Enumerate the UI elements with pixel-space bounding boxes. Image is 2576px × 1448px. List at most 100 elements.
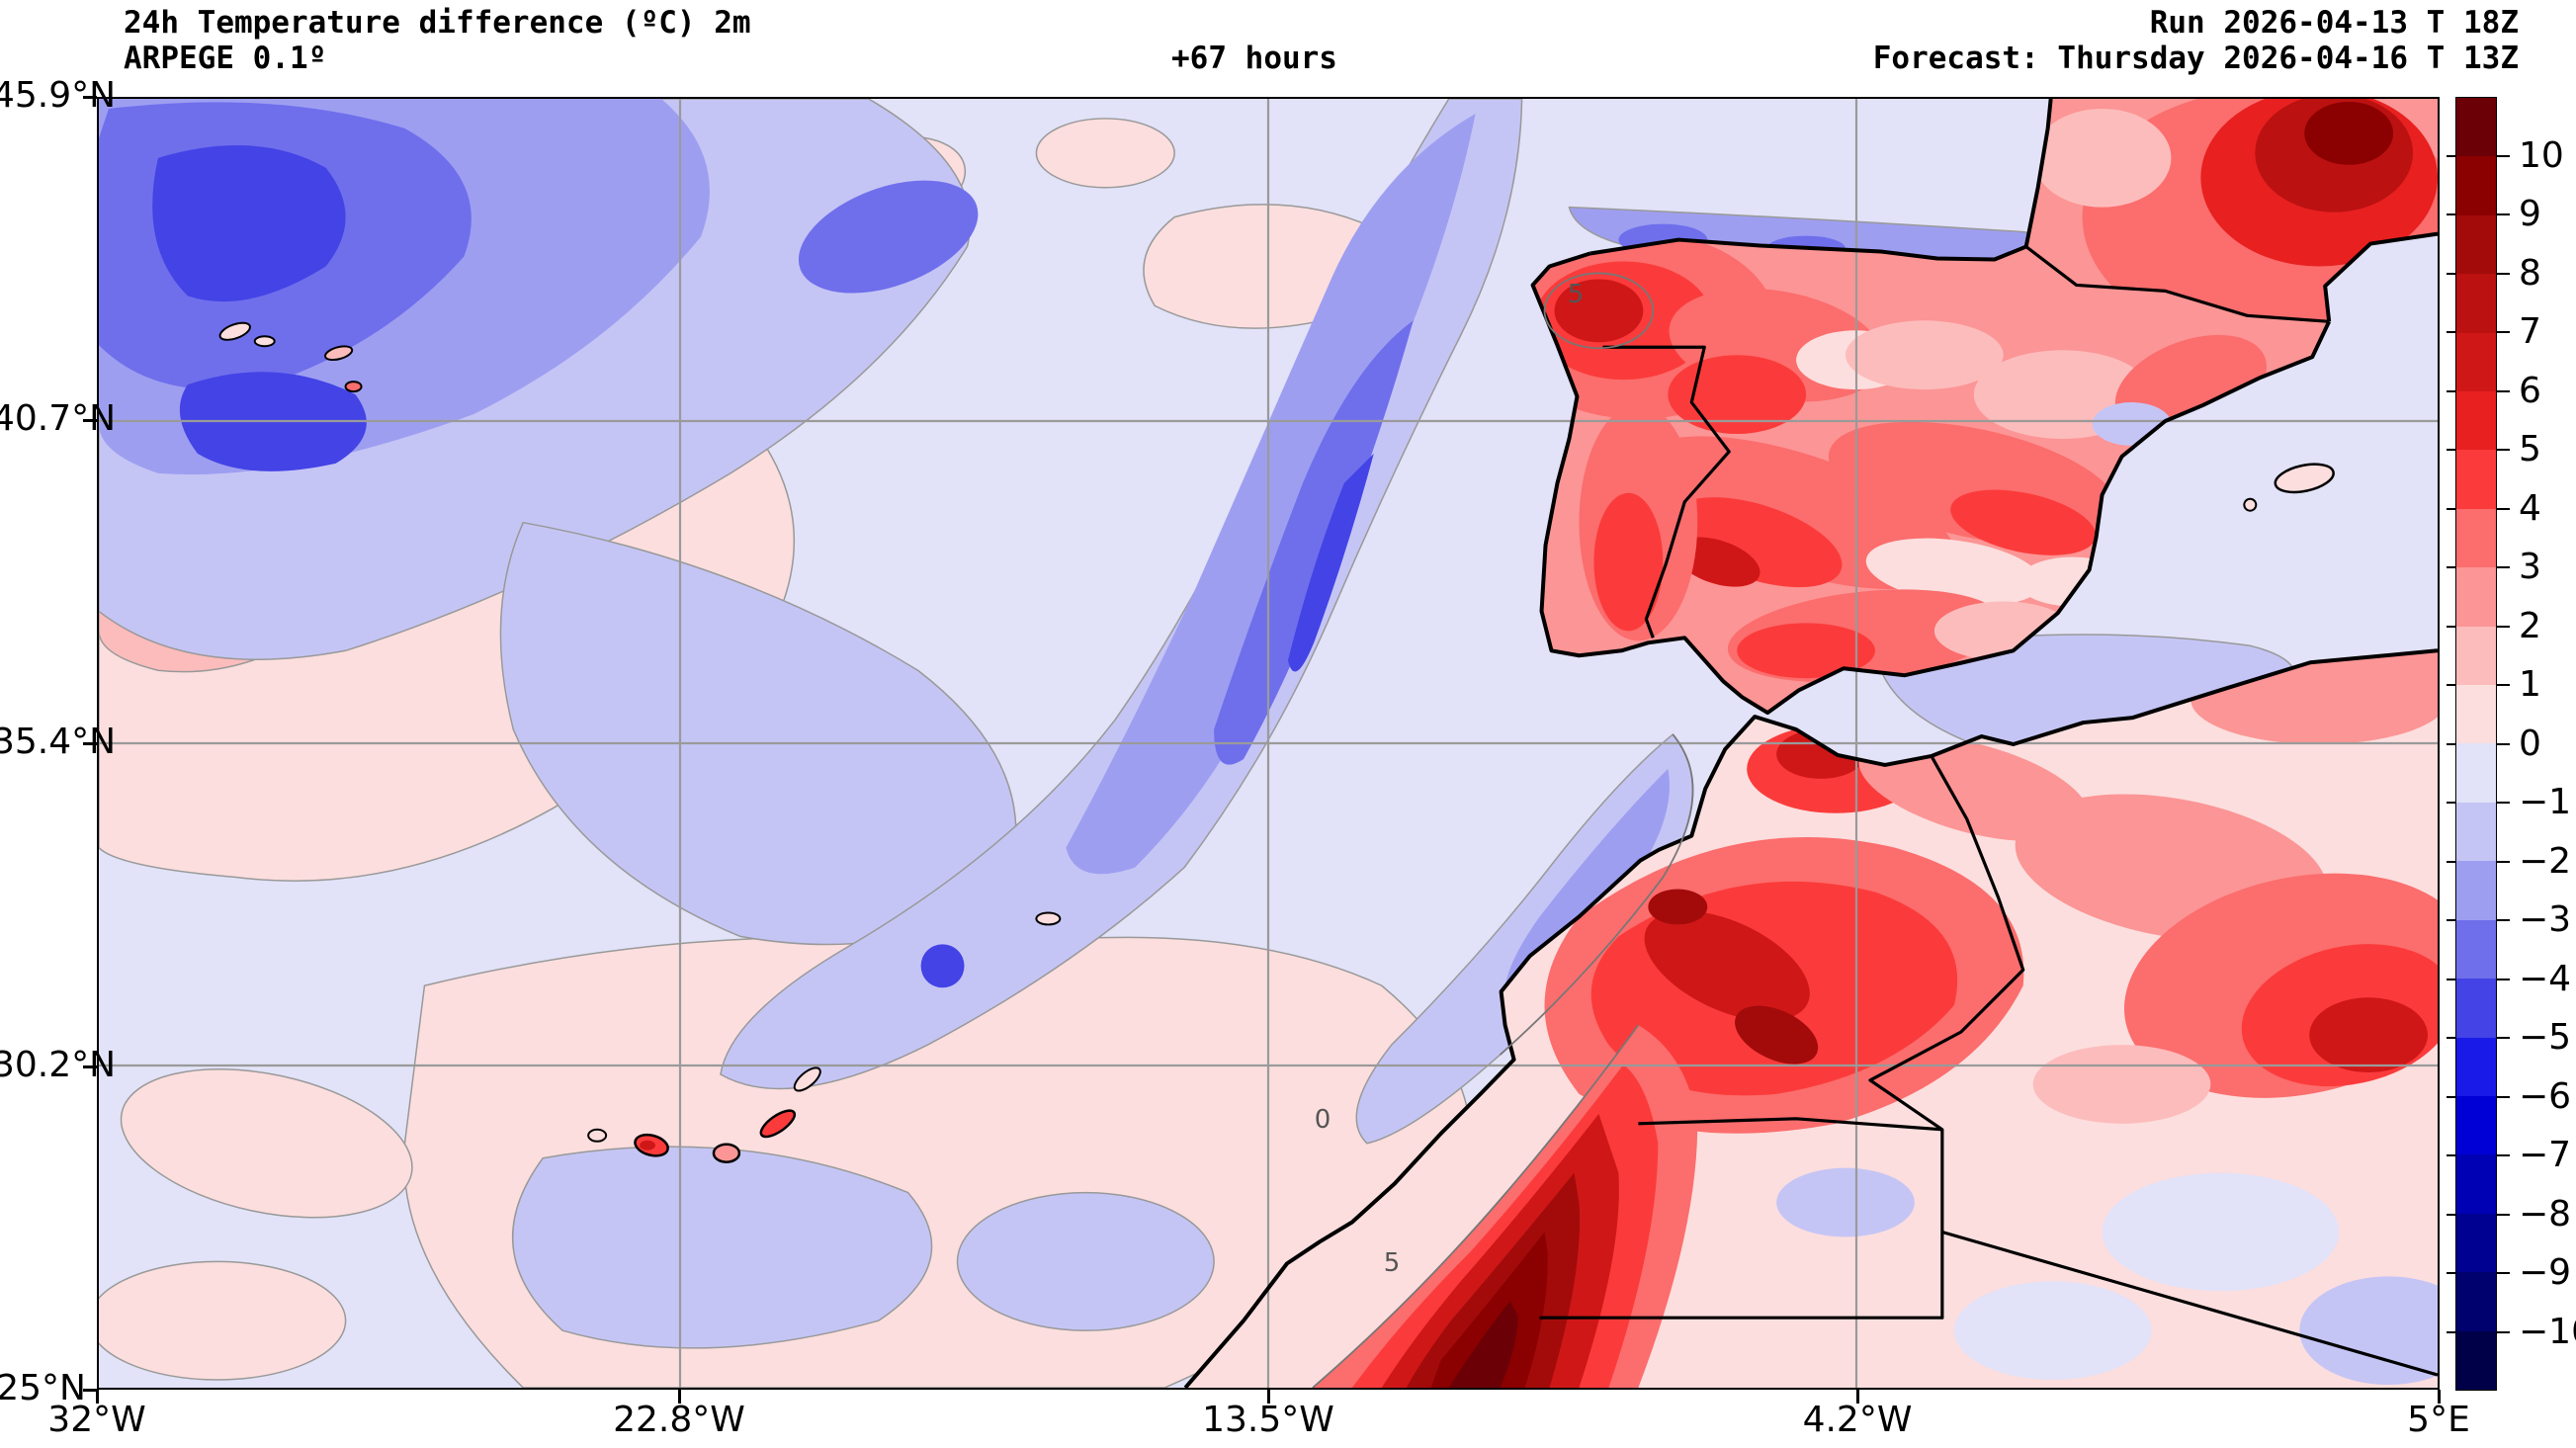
lat-tick-label: 40.7°N <box>0 398 117 439</box>
lon-tick-label: 32°W <box>47 1400 146 1440</box>
colorbar-tick-label: −1 <box>2519 782 2572 822</box>
colorbar-segment <box>2456 861 2496 920</box>
lon-tick-label: 13.5°W <box>1202 1400 1334 1440</box>
colorbar-tickmark <box>2447 449 2455 451</box>
colorbar-segment <box>2456 156 2496 215</box>
colorbar-segment <box>2456 626 2496 686</box>
colorbar-tickmark <box>2497 566 2510 568</box>
colorbar-tickmark <box>2497 802 2510 804</box>
colorbar-tickmark <box>2497 625 2510 628</box>
run-timestamp: Run 2026-04-13 T 18Z <box>2149 5 2519 41</box>
colorbar-tick-label: −9 <box>2519 1252 2572 1293</box>
colorbar-tickmark <box>2497 507 2510 510</box>
forecast-timestamp: Forecast: Thursday 2026-04-16 T 13Z <box>1872 41 2519 76</box>
lon-tickmark <box>96 1390 99 1404</box>
colorbar-segment <box>2456 1272 2496 1331</box>
colorbar-tickmark <box>2447 978 2455 980</box>
colorbar-segment <box>2456 743 2496 803</box>
model-label: ARPEGE 0.1º <box>124 41 327 76</box>
colorbar-tickmark <box>2497 684 2510 686</box>
lead-time-label: +67 hours <box>1171 41 1337 76</box>
colorbar-tickmark <box>2447 331 2455 333</box>
colorbar-segment <box>2456 919 2496 980</box>
lon-tickmark <box>678 1390 681 1404</box>
lat-tickmark <box>83 1065 97 1068</box>
colorbar-tickmark <box>2447 802 2455 804</box>
colorbar-tickmark <box>2447 1037 2455 1039</box>
colorbar-tickmark <box>2447 919 2455 921</box>
lon-tickmark <box>1267 1390 1270 1404</box>
colorbar-tick-label: −10 <box>2519 1311 2576 1352</box>
lat-tick-label: 35.4°N <box>0 722 117 762</box>
lon-tickmark <box>2438 1390 2441 1404</box>
lat-tickmark <box>83 1389 97 1392</box>
colorbar-tickmark <box>2447 272 2455 275</box>
colorbar-tickmark <box>2447 1213 2455 1216</box>
colorbar-segment <box>2456 1037 2496 1096</box>
colorbar-segment <box>2456 508 2496 568</box>
colorbar-tick-label: 5 <box>2519 429 2541 469</box>
colorbar-tickmark <box>2447 213 2455 215</box>
lat-tickmark <box>83 742 97 745</box>
temperature-difference-field <box>99 99 2438 1388</box>
colorbar-tickmark <box>2497 919 2510 921</box>
colorbar-segment <box>2456 391 2496 451</box>
colorbar-tick-label: 9 <box>2519 194 2541 234</box>
colorbar-tickmark <box>2497 154 2510 157</box>
colorbar-tick-label: 2 <box>2519 605 2541 646</box>
colorbar-tickmark <box>2497 1330 2510 1333</box>
coastlines <box>1183 99 2438 1388</box>
lat-tickmark <box>83 96 97 99</box>
colorbar-tick-label: −7 <box>2519 1135 2572 1175</box>
lon-tick-label: 22.8°W <box>613 1400 745 1440</box>
lon-tick-label: 4.2°W <box>1802 1400 1913 1440</box>
colorbar-tick-label: −5 <box>2519 1017 2572 1058</box>
colorbar-tickmark <box>2447 625 2455 628</box>
colorbar-tick-label: −2 <box>2519 840 2572 882</box>
colorbar-segment <box>2456 685 2496 744</box>
colorbar-tick-label: 7 <box>2519 311 2541 352</box>
colorbar-segment <box>2456 1330 2496 1390</box>
colorbar-tickmark <box>2447 1095 2455 1098</box>
colorbar-tick-label: 8 <box>2519 252 2541 294</box>
lon-tick-label: 5°E <box>2407 1400 2470 1440</box>
colorbar-tickmark <box>2497 1213 2510 1216</box>
colorbar-segment <box>2456 1213 2496 1273</box>
colorbar-tickmark <box>2447 1154 2455 1156</box>
colorbar-tickmark <box>2447 507 2455 510</box>
colorbar-tickmark <box>2447 566 2455 568</box>
colorbar-segment <box>2456 98 2496 157</box>
colorbar-tickmark <box>2447 1272 2455 1274</box>
contour-value-label: 0 <box>1314 1105 1331 1135</box>
lon-tickmark <box>1856 1390 1859 1404</box>
lat-tick-label: 45.9°N <box>0 75 117 116</box>
colorbar-segment <box>2456 567 2496 627</box>
colorbar-tickmark <box>2447 684 2455 686</box>
colorbar-tickmark <box>2447 389 2455 392</box>
colorbar-tickmark <box>2497 978 2510 980</box>
colorbar-tickmark <box>2497 449 2510 451</box>
contour-lines <box>1312 272 1694 1388</box>
colorbar-tickmark <box>2497 1037 2510 1039</box>
country-borders <box>1539 245 2438 1377</box>
colorbar-segment <box>2456 1095 2496 1155</box>
colorbar-tickmark <box>2497 272 2510 275</box>
colorbar-tickmark <box>2497 1154 2510 1156</box>
colorbar-tick-label: 1 <box>2519 664 2541 705</box>
colorbar-tick-label: −4 <box>2519 958 2572 999</box>
colorbar-tickmark <box>2447 154 2455 157</box>
colorbar-segment <box>2456 802 2496 862</box>
colorbar-tickmark <box>2497 1272 2510 1274</box>
colorbar-tickmark <box>2497 742 2510 745</box>
lat-tickmark <box>83 419 97 422</box>
lat-tick-label: 25°N <box>0 1368 86 1408</box>
colorbar-tickmark <box>2447 742 2455 745</box>
colorbar-segment <box>2456 450 2496 509</box>
map-canvas <box>97 97 2440 1390</box>
colorbar-tickmark <box>2497 213 2510 215</box>
contour-value-label: 5 <box>1383 1248 1401 1278</box>
colorbar-tick-label: 4 <box>2519 487 2541 529</box>
colorbar-tick-label: 3 <box>2519 547 2541 587</box>
colorbar-tickmark <box>2497 1095 2510 1098</box>
colorbar-tickmark <box>2447 1330 2455 1333</box>
